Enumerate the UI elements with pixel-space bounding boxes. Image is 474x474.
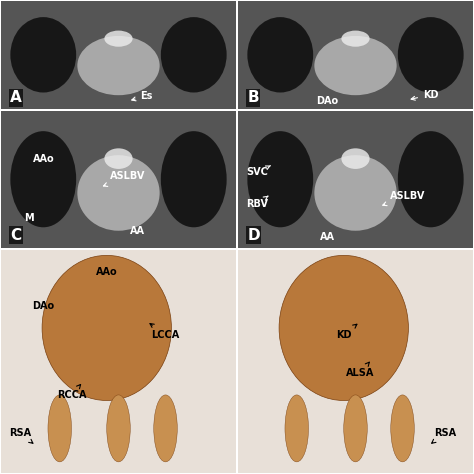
Ellipse shape xyxy=(77,155,160,231)
Ellipse shape xyxy=(391,395,414,462)
Ellipse shape xyxy=(104,30,133,47)
Text: KD: KD xyxy=(411,90,438,100)
Text: ASLBV: ASLBV xyxy=(103,172,146,186)
Ellipse shape xyxy=(247,17,313,92)
Ellipse shape xyxy=(42,255,172,401)
Text: AA: AA xyxy=(130,227,145,237)
Ellipse shape xyxy=(398,17,464,92)
Text: D: D xyxy=(247,228,260,243)
Text: DAo: DAo xyxy=(32,301,55,310)
Ellipse shape xyxy=(341,148,370,169)
Ellipse shape xyxy=(104,148,133,169)
Ellipse shape xyxy=(154,395,177,462)
Ellipse shape xyxy=(314,36,397,95)
Text: RSA: RSA xyxy=(9,428,33,443)
Ellipse shape xyxy=(344,395,367,462)
Text: DAo: DAo xyxy=(316,96,338,106)
Text: KD: KD xyxy=(336,324,357,340)
Ellipse shape xyxy=(279,255,409,401)
Text: ASLBV: ASLBV xyxy=(383,191,425,206)
Ellipse shape xyxy=(107,395,130,462)
Text: C: C xyxy=(10,228,21,243)
Text: AA: AA xyxy=(320,232,335,242)
Text: Es: Es xyxy=(132,91,153,101)
Text: M: M xyxy=(24,213,34,223)
Text: LCCA: LCCA xyxy=(150,324,180,340)
Ellipse shape xyxy=(161,131,227,228)
Ellipse shape xyxy=(77,36,160,95)
Ellipse shape xyxy=(247,131,313,228)
Text: AAo: AAo xyxy=(96,267,118,277)
Ellipse shape xyxy=(341,30,370,47)
Ellipse shape xyxy=(398,131,464,228)
Ellipse shape xyxy=(314,155,397,231)
Text: A: A xyxy=(10,90,22,105)
Ellipse shape xyxy=(161,17,227,92)
Text: RBV: RBV xyxy=(246,196,268,209)
Text: AAo: AAo xyxy=(32,154,54,164)
Ellipse shape xyxy=(285,395,309,462)
Ellipse shape xyxy=(48,395,72,462)
Text: B: B xyxy=(247,90,259,105)
Ellipse shape xyxy=(10,17,76,92)
Text: RSA: RSA xyxy=(432,428,456,443)
Text: ALSA: ALSA xyxy=(346,362,374,378)
Ellipse shape xyxy=(10,131,76,228)
Text: RCCA: RCCA xyxy=(57,384,86,400)
Text: SVC: SVC xyxy=(246,166,271,177)
